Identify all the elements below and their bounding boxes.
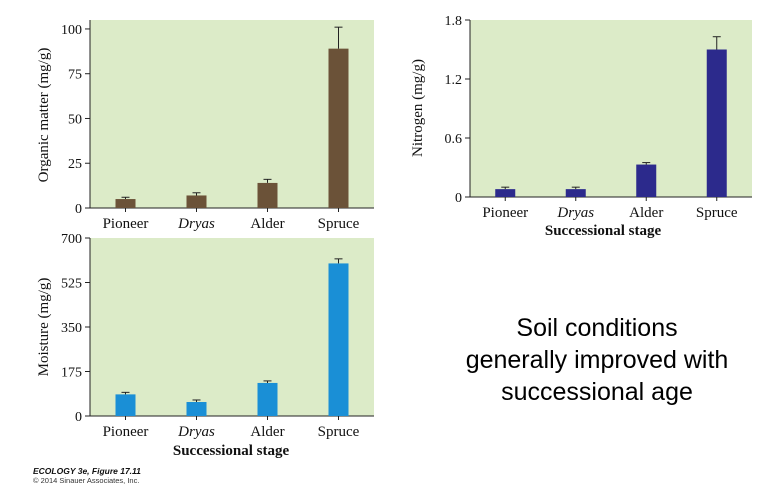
x-tick-label: Pioneer (103, 216, 149, 232)
bar-spruce (328, 48, 349, 209)
bar-pioneer (115, 394, 136, 416)
y-tick-label: 175 (61, 366, 82, 381)
y-tick-label: 350 (61, 321, 82, 336)
x-tick-label: Spruce (696, 205, 738, 221)
plot-background (470, 20, 752, 197)
bar-alder (636, 164, 657, 197)
y-tick-label: 1.2 (445, 73, 463, 88)
figure-credit: ECOLOGY 3e, Figure 17.11 © 2014 Sinauer … (33, 466, 141, 486)
x-tick-label: Dryas (177, 216, 215, 232)
bar-spruce (706, 49, 727, 197)
y-axis-title: Organic matter (mg/g) (36, 48, 52, 183)
x-tick-label: Spruce (318, 424, 360, 440)
y-tick-label: 0 (455, 191, 462, 206)
caption-line-1: Soil conditions (516, 314, 678, 342)
y-axis-title: Moisture (mg/g) (36, 278, 52, 377)
x-tick-label: Dryas (556, 205, 594, 221)
credit-title: ECOLOGY 3e, Figure 17.11 (33, 466, 141, 476)
bar-dryas (186, 402, 207, 416)
chart-organic-matter: 0 25 50 75 100 Organic matter (mg/g) Pioneer Dr… (36, 20, 374, 232)
x-tick-label: Spruce (318, 216, 360, 232)
x-tick-label: Pioneer (103, 424, 149, 440)
chart-moisture: 0 175 350 525 700 Moisture (mg/g) Pioneer Dryas… (36, 232, 374, 459)
bar-dryas (186, 195, 207, 208)
credit-copyright: © 2014 Sinauer Associates, Inc. (33, 476, 140, 485)
y-tick-label: 75 (68, 68, 82, 83)
x-tick-label: Dryas (177, 424, 215, 440)
x-axis-title: Successional stage (545, 223, 662, 239)
caption-line-2: generally improved with (465, 346, 729, 374)
y-axis-title: Nitrogen (mg/g) (410, 59, 426, 157)
bar-pioneer (495, 189, 516, 197)
bar-dryas (565, 189, 586, 197)
bar-pioneer (115, 199, 136, 208)
x-tick-label: Alder (629, 205, 663, 221)
y-tick-label: 0.6 (445, 132, 463, 147)
y-tick-label: 100 (61, 23, 82, 38)
y-tick-label: 0 (75, 202, 82, 217)
y-tick-label: 525 (61, 277, 82, 292)
x-tick-label: Alder (250, 216, 284, 232)
caption-line-3: successional age (501, 378, 693, 406)
chart-nitrogen: 0 0.6 1.2 1.8 Nitrogen (mg/g) Pioneer Dryas Ald… (410, 14, 752, 239)
x-tick-label: Pioneer (482, 205, 528, 221)
bar-spruce (328, 263, 349, 416)
y-tick-label: 1.8 (445, 14, 463, 29)
plot-background (90, 238, 374, 416)
y-tick-label: 50 (68, 112, 82, 127)
x-tick-label: Alder (250, 424, 284, 440)
caption-text: Soil conditions generally improved with … (432, 312, 762, 408)
bar-alder (257, 182, 278, 208)
bar-alder (257, 382, 278, 416)
x-axis-title: Successional stage (173, 443, 290, 459)
y-tick-label: 0 (75, 410, 82, 425)
y-tick-label: 25 (68, 157, 82, 172)
plot-background (90, 20, 374, 208)
y-tick-label: 700 (61, 232, 82, 247)
